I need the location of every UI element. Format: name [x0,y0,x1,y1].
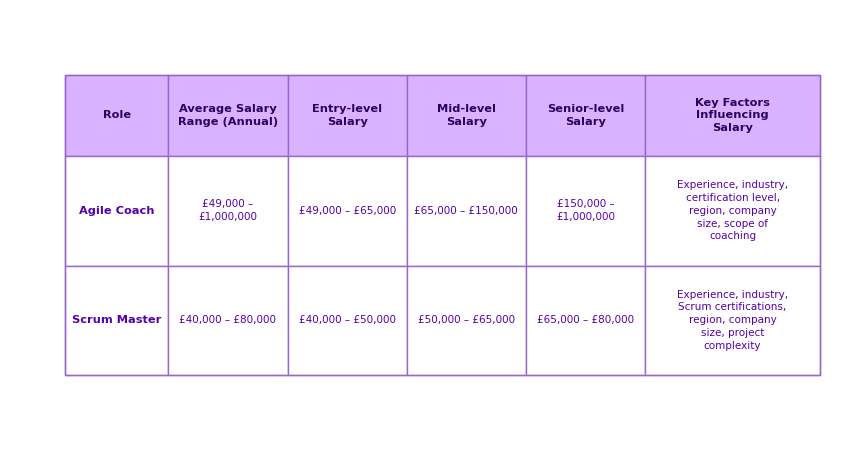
Text: Entry-level
Salary: Entry-level Salary [312,104,382,127]
Text: Experience, industry,
certification level,
region, company
size, scope of
coachi: Experience, industry, certification leve… [677,180,788,241]
Text: Key Factors
Influencing
Salary: Key Factors Influencing Salary [695,98,770,133]
Text: £50,000 – £65,000: £50,000 – £65,000 [418,315,515,325]
Text: Average Salary
Range (Annual): Average Salary Range (Annual) [178,104,278,127]
Text: £40,000 – £80,000: £40,000 – £80,000 [179,315,276,325]
Text: Senior-level
Salary: Senior-level Salary [547,104,624,127]
Text: £150,000 –
£1,000,000: £150,000 – £1,000,000 [556,199,615,222]
Text: Experience, industry,
Scrum certifications,
region, company
size, project
comple: Experience, industry, Scrum certificatio… [677,290,788,351]
Text: Agile Coach: Agile Coach [79,206,155,216]
Text: £49,000 –
£1,000,000: £49,000 – £1,000,000 [198,199,258,222]
Text: £65,000 – £150,000: £65,000 – £150,000 [415,206,518,216]
Text: Role: Role [103,111,131,121]
Text: £40,000 – £50,000: £40,000 – £50,000 [298,315,395,325]
Text: £65,000 – £80,000: £65,000 – £80,000 [537,315,634,325]
Text: £49,000 – £65,000: £49,000 – £65,000 [298,206,396,216]
Text: Mid-level
Salary: Mid-level Salary [437,104,496,127]
Text: Scrum Master: Scrum Master [72,315,162,325]
